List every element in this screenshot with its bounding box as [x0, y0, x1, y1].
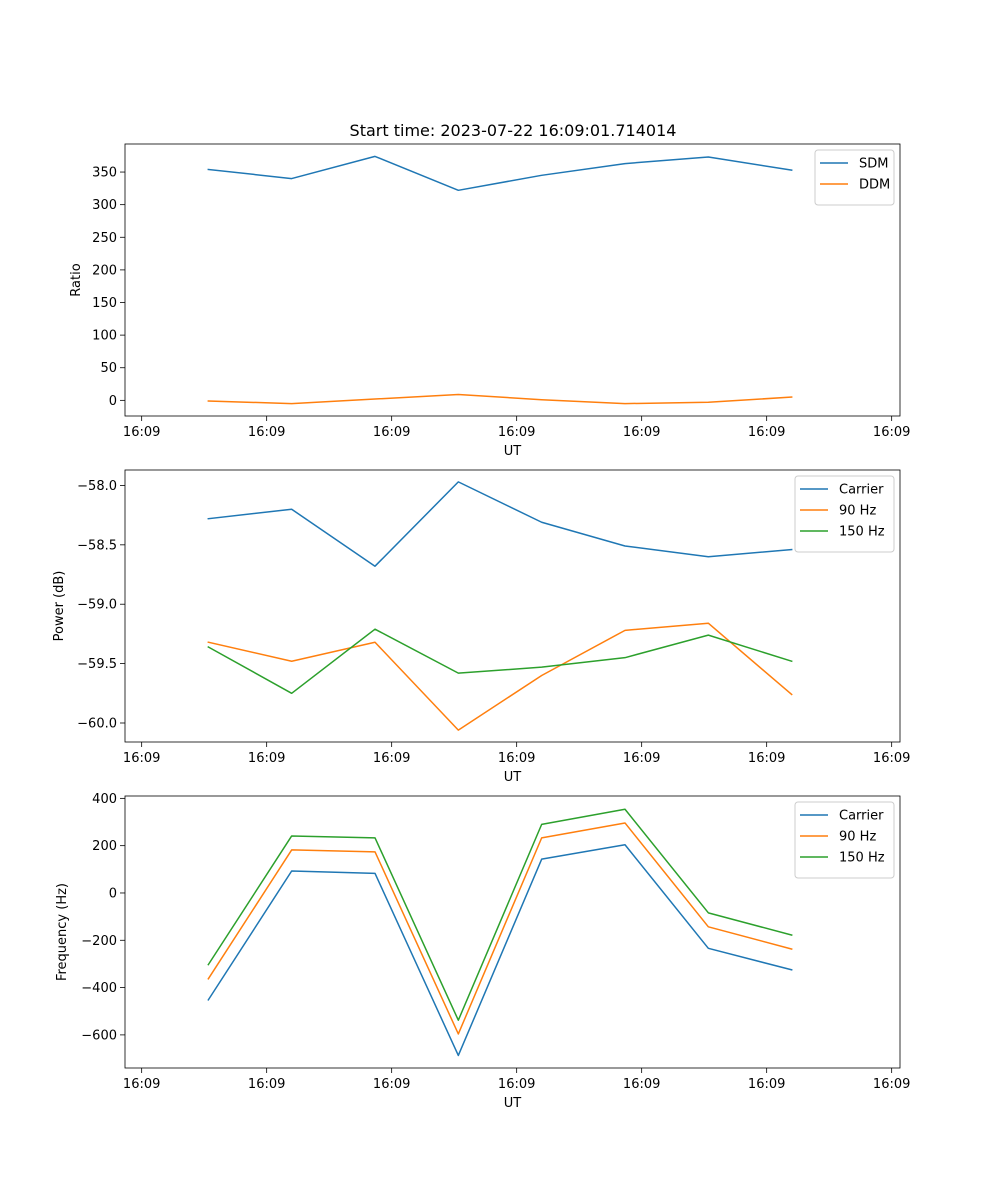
y-tick-label: −60.0: [77, 716, 117, 731]
x-tick-label: 16:09: [498, 1077, 535, 1092]
legend-box: [794, 475, 895, 553]
series-line-2: [207, 822, 793, 1035]
series-line-1: [207, 155, 793, 192]
y-axis-label: Frequency (Hz): [55, 883, 70, 981]
y-tick-label: 50: [100, 361, 117, 376]
chart-panel-3: 16:09 16:09 16:09 16:09 16:09 16:09 16:09 −600 −…: [55, 792, 910, 1111]
x-tick-label: 16:09: [748, 1077, 785, 1092]
x-tick-label: 16:09: [373, 425, 410, 440]
y-tick-label: 250: [92, 231, 117, 246]
series-line-3: [207, 808, 793, 1021]
legend-box: [794, 801, 895, 879]
x-tick-label: 16:09: [123, 425, 160, 440]
y-tick-label: 350: [92, 166, 117, 181]
series-line-2: [207, 622, 793, 731]
y-tick-label: 0: [109, 886, 117, 901]
series-line-2: [207, 393, 793, 405]
legend-label: Carrier: [839, 809, 884, 824]
x-tick-label: 16:09: [748, 751, 785, 766]
x-axis-label: UT: [504, 1096, 522, 1111]
x-tick-label: 16:09: [248, 425, 285, 440]
chart-panels: 16:09 16:09 16:09 16:09 16:09 16:09 16:09 0 50 10…: [52, 143, 910, 1111]
legend-label: DDM: [859, 178, 890, 193]
x-tick-label: 16:09: [873, 1077, 910, 1092]
legend-label: 150 Hz: [839, 525, 885, 540]
y-axis-label: Ratio: [69, 263, 84, 296]
x-tick-label: 16:09: [123, 751, 160, 766]
x-tick-label: 16:09: [623, 751, 660, 766]
x-tick-label: 16:09: [623, 425, 660, 440]
legend: Carrier 90 Hz 150 Hz: [794, 475, 895, 553]
y-tick-label: −59.0: [77, 598, 117, 613]
y-tick-label: −600: [81, 1028, 117, 1043]
y-tick-label: 0: [109, 394, 117, 409]
y-tick-label: 200: [92, 839, 117, 854]
y-tick-label: −58.5: [77, 538, 117, 553]
y-tick-label: −58.0: [77, 479, 117, 494]
legend: SDM DDM: [814, 149, 895, 206]
x-tick-label: 16:09: [373, 1077, 410, 1092]
x-axis-label: UT: [504, 444, 522, 459]
x-tick-label: 16:09: [873, 751, 910, 766]
legend-label: Carrier: [839, 483, 884, 498]
x-tick-label: 16:09: [498, 425, 535, 440]
y-tick-label: 200: [92, 263, 117, 278]
x-tick-label: 16:09: [873, 425, 910, 440]
series-line-1: [207, 843, 793, 1057]
x-tick-label: 16:09: [373, 751, 410, 766]
chart-panel-1: 16:09 16:09 16:09 16:09 16:09 16:09 16:09 0 50 10…: [69, 143, 910, 459]
x-axis-label: UT: [504, 770, 522, 785]
series-line-3: [207, 628, 793, 695]
chart-panel-2: 16:09 16:09 16:09 16:09 16:09 16:09 16:09 −60.0…: [52, 469, 910, 785]
axes-frame: [124, 795, 901, 1069]
series-line-1: [207, 481, 793, 567]
axes-frame: [124, 469, 901, 743]
y-tick-label: 300: [92, 198, 117, 213]
x-tick-label: 16:09: [248, 1077, 285, 1092]
y-axis-label: Power (dB): [52, 571, 67, 642]
legend: Carrier 90 Hz 150 Hz: [794, 801, 895, 879]
x-tick-label: 16:09: [623, 1077, 660, 1092]
y-tick-label: −400: [81, 981, 117, 996]
axes-frame: [124, 143, 901, 417]
y-tick-label: 400: [92, 792, 117, 807]
y-tick-label: 150: [92, 296, 117, 311]
x-tick-label: 16:09: [248, 751, 285, 766]
x-tick-label: 16:09: [123, 1077, 160, 1092]
legend-label: 150 Hz: [839, 851, 885, 866]
x-tick-label: 16:09: [748, 425, 785, 440]
y-tick-label: 100: [92, 329, 117, 344]
legend-label: SDM: [859, 157, 888, 172]
x-tick-label: 16:09: [498, 751, 535, 766]
chart-title: Start time: 2023-07-22 16:09:01.714014: [350, 121, 677, 140]
legend-label: 90 Hz: [839, 830, 876, 845]
y-tick-label: −59.5: [77, 657, 117, 672]
y-tick-label: −200: [81, 934, 117, 949]
legend-label: 90 Hz: [839, 504, 876, 519]
